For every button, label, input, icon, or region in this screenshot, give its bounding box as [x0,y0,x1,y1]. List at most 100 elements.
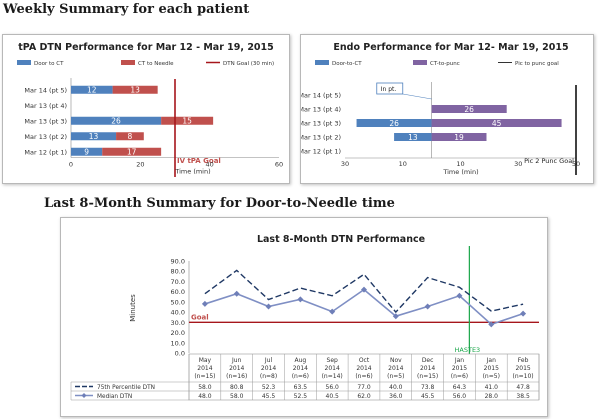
legend-label-75th-percentile-dtn: 75th Percentile DTN [97,385,155,391]
tpa-chart-title: tPA DTN Performance for Mar 12 - Mar 19,… [18,42,274,53]
data-label-75th-percentile: 52.3 [262,384,276,391]
x-category-label: (n=6) [292,373,309,380]
x-category-label: Aug [295,357,307,364]
series-line-75th-percentile-dtn [204,269,524,314]
tpa-bar-ct-to-needle [112,85,158,94]
median-dtn-point [520,310,527,317]
x-category-label: 2014 [229,365,244,372]
monthly-y-tick-label: 80.0 [171,268,185,276]
median-dtn-point [265,303,272,310]
tpa-x-tick-label: 20 [136,161,144,169]
x-category-label: Jun [231,357,242,364]
tpa-x-axis-label: Time (min) [174,168,210,176]
endo-category-label: Mar 12 (pt 1) [301,148,341,156]
tpa-chart-panel: tPA DTN Performance for Mar 12 - Mar 19,… [2,34,290,184]
data-label-median: 58.0 [230,393,244,400]
endo-bar-value: 26 [389,119,399,128]
monthly-y-tick-label: 0.0 [175,350,185,358]
legend-label-pic-to-punc-goal: Pic to punc goal [515,61,559,67]
endo-bar-door-to-ct [356,119,432,127]
x-category-label: 2015 [515,365,530,372]
data-label-75th-percentile: 40.0 [389,384,403,391]
x-category-label: Sep [327,357,339,364]
tpa-x-tick-label: 60 [275,161,283,169]
legend-label-ct-to-punc: CT-to-punc [430,61,460,67]
tpa-category-label: Mar 13 (pt 2) [24,133,67,141]
data-label-median: 62.0 [357,393,371,400]
monthly-y-tick-label: 70.0 [171,278,185,286]
tpa-bar-value: 13 [130,86,140,95]
x-category-label: 2014 [325,365,340,372]
endo-annotation-text: In pt. [381,86,397,93]
endo-x-tick-label: 10 [399,160,407,168]
data-label-75th-percentile: 80.8 [230,384,244,391]
data-label-median: 48.0 [198,393,212,400]
endo-category-label: Mar 13 (pt 2) [301,134,341,142]
x-category-label: (n=6) [355,373,372,380]
endo-chart-title: Endo Performance for Mar 12- Mar 19, 201… [333,42,568,53]
legend-label-door-to-ct: Door-to-CT [332,61,362,67]
monthly-chart-title: Last 8-Month DTN Performance [257,234,425,245]
data-label-median: 56.0 [453,393,467,400]
tpa-dtn-chart: tPA DTN Performance for Mar 12 - Mar 19,… [17,42,283,177]
weekly-summary-title: Weekly Summary for each patient [3,2,250,17]
data-label-median: 45.5 [262,393,276,400]
tpa-bar-value: 15 [182,117,192,126]
endo-x-tick-label: 30 [341,160,349,168]
x-category-label: 2014 [261,365,276,372]
data-label-75th-percentile: 56.0 [326,384,340,391]
endo-bar-value: 13 [408,133,418,142]
endo-bar-ct-to-punc [431,105,507,113]
median-dtn-point [233,290,240,297]
data-label-median: 52.5 [294,393,308,400]
data-label-75th-percentile: 41.0 [485,384,499,391]
legend-swatch-door-to-ct [315,60,329,65]
x-category-label: 2015 [484,365,499,372]
endo-chart-panel: Endo Performance for Mar 12- Mar 19, 201… [300,34,594,184]
endo-category-label: Mar 14 (pt 5) [301,92,341,100]
x-category-label: Jul [264,357,273,364]
endo-x-axis-label: Time (min) [442,168,478,176]
legend-swatch-ct-to-punc [413,60,427,65]
data-label-75th-percentile: 64.3 [453,384,467,391]
endo-x-tick-label: 50 [572,160,580,168]
endo-bar-value: 26 [464,105,474,114]
x-category-label: (n=6) [451,373,468,380]
x-category-label: Jan [454,357,464,364]
x-category-label: (n=5) [387,373,404,380]
data-label-median: 38.5 [516,393,530,400]
legend-marker-median-dtn [81,393,87,398]
tpa-goal-label: IV tPA Goal [177,157,221,165]
data-label-median: 36.0 [389,393,403,400]
monthly-dtn-chart: Last 8-Month DTN Performance 0.0 10.0 20.0 3… [70,234,540,401]
tpa-category-label: Mar 13 (pt 3) [24,117,67,125]
data-label-75th-percentile: 63.5 [294,384,308,391]
x-category-label: (n=15) [417,373,438,380]
median-dtn-point [201,300,208,307]
monthly-y-tick-label: 10.0 [171,339,185,347]
monthly-chart-panel: Last 8-Month DTN Performance 0.0 10.0 20.0 3… [60,217,548,417]
monthly-goal-label: Goal [191,313,209,321]
x-category-label: Feb [518,357,529,364]
tpa-bar-value: 17 [127,148,137,157]
endo-x-tick-label: 10 [456,160,464,168]
tpa-bar-door-to-ct [71,147,103,156]
legend-label-dtn-goal-30-min: DTN Goal (30 min) [223,61,274,67]
x-category-label: (n=16) [226,373,247,380]
tpa-bar-value: 26 [111,117,121,126]
tpa-bar-ct-to-needle [116,132,144,141]
monthly-y-tick-label: 40.0 [171,309,185,317]
data-label-median: 28.0 [485,393,499,400]
median-dtn-point [297,296,304,303]
monthly-y-tick-label: 20.0 [171,329,185,337]
legend-label-ct-to-needle: CT to Needle [138,61,174,67]
monthly-y-axis-label: Minutes [129,294,137,322]
legend-label-median-dtn: Median DTN [97,394,132,400]
x-category-label: 2015 [452,365,467,372]
legend-label-door-to-ct: Door to CT [34,61,64,67]
x-category-label: 2014 [388,365,403,372]
median-dtn-point [361,286,367,293]
x-category-label: May [199,357,212,364]
legend-swatch-door-to-ct [17,60,31,65]
x-category-label: Dec [422,357,434,364]
